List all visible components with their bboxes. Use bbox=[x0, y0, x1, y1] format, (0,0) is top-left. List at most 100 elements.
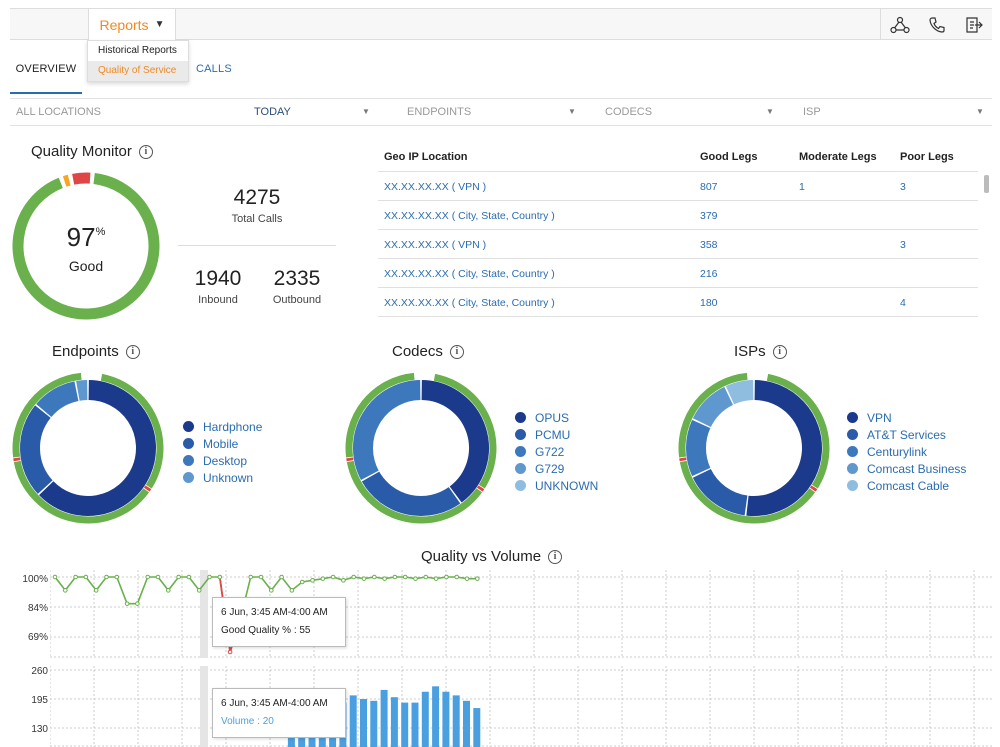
donut-segment bbox=[353, 380, 421, 481]
export-icon[interactable] bbox=[955, 9, 992, 40]
data-point bbox=[423, 574, 429, 580]
endpoints-donut bbox=[12, 372, 164, 524]
donut-segment bbox=[36, 381, 79, 418]
table-row[interactable]: XX.XX.XX.XX ( VPN ) 358 3 bbox=[378, 230, 978, 259]
filter-isp[interactable]: ISP bbox=[803, 106, 821, 118]
legend-item[interactable]: Comcast Cable bbox=[847, 477, 966, 494]
legend-item[interactable]: UNKNOWN bbox=[515, 477, 598, 494]
info-icon[interactable]: i bbox=[125, 344, 140, 359]
legend-item[interactable]: Mobile bbox=[183, 435, 262, 452]
data-point bbox=[63, 588, 68, 593]
chevron-down-icon[interactable]: ▼ bbox=[362, 107, 370, 116]
legend-label: Desktop bbox=[203, 453, 248, 468]
outer-ring-segment bbox=[678, 372, 748, 458]
legend-item[interactable]: OPUS bbox=[515, 409, 598, 426]
data-point bbox=[52, 574, 58, 580]
table-row[interactable]: XX.XX.XX.XX ( City, State, Country ) 180 4 bbox=[378, 288, 978, 317]
table-cell: 379 bbox=[700, 210, 718, 222]
table-row[interactable]: XX.XX.XX.XX ( City, State, Country ) 216 bbox=[378, 259, 978, 288]
data-point bbox=[330, 574, 336, 580]
legend-label: OPUS bbox=[535, 410, 570, 425]
tooltip-value: Volume : 20 bbox=[221, 716, 274, 727]
phone-icon[interactable] bbox=[918, 9, 955, 40]
chevron-down-icon[interactable]: ▼ bbox=[766, 107, 774, 116]
legend-dot-icon bbox=[847, 429, 858, 440]
data-point bbox=[186, 574, 192, 580]
volume-bar bbox=[442, 691, 450, 747]
tooltip-value: Good Quality % : 55 bbox=[221, 625, 311, 636]
tab-calls[interactable]: CALLS bbox=[196, 63, 232, 75]
column-header[interactable]: Geo IP Location bbox=[384, 151, 468, 163]
column-header[interactable]: Good Legs bbox=[700, 151, 758, 163]
menu-item-historical-reports[interactable]: Historical Reports bbox=[98, 45, 177, 56]
codecs-title: Codecs i bbox=[392, 343, 464, 360]
table-cell: 4 bbox=[900, 297, 906, 309]
filter-date[interactable]: TODAY bbox=[254, 106, 291, 118]
good-arc bbox=[12, 173, 160, 320]
filter-codecs[interactable]: CODECS bbox=[605, 106, 653, 118]
reports-label: Reports bbox=[99, 16, 149, 33]
quality-line-chart bbox=[50, 570, 992, 658]
table-cell[interactable]: XX.XX.XX.XX ( City, State, Country ) bbox=[384, 210, 555, 222]
data-point bbox=[73, 574, 78, 580]
outer-ring-segment bbox=[345, 372, 415, 458]
volume-bar bbox=[432, 686, 440, 747]
legend-item[interactable]: Unknown bbox=[183, 469, 262, 486]
legend-item[interactable]: Hardphone bbox=[183, 418, 262, 435]
legend-dot-icon bbox=[183, 472, 194, 483]
legend-dot-icon bbox=[847, 480, 858, 491]
legend-item[interactable]: G729 bbox=[515, 460, 598, 477]
table-row[interactable]: XX.XX.XX.XX ( VPN ) 807 1 3 bbox=[378, 172, 978, 201]
legend-item[interactable]: Centurylink bbox=[847, 443, 966, 460]
table-cell[interactable]: XX.XX.XX.XX ( City, State, Country ) bbox=[384, 297, 555, 309]
column-header[interactable]: Poor Legs bbox=[900, 151, 954, 163]
table-cell[interactable]: XX.XX.XX.XX ( VPN ) bbox=[384, 239, 487, 251]
outer-ring-poor-mark bbox=[143, 485, 152, 492]
network-icon[interactable] bbox=[881, 9, 918, 40]
info-icon[interactable]: i bbox=[772, 344, 787, 359]
y-tick-label: 69% bbox=[27, 632, 48, 643]
info-icon[interactable]: i bbox=[449, 344, 464, 359]
legend-item[interactable]: Desktop bbox=[183, 452, 262, 469]
data-point bbox=[320, 576, 326, 581]
total-calls-label: Total Calls bbox=[231, 213, 283, 225]
tab-overview[interactable]: OVERVIEW bbox=[10, 54, 82, 94]
reports-dropdown: Historical Reports Quality of Service bbox=[87, 40, 189, 82]
table-cell[interactable]: XX.XX.XX.XX ( VPN ) bbox=[384, 181, 487, 193]
legend-dot-icon bbox=[847, 463, 858, 474]
table-cell: 216 bbox=[700, 268, 718, 280]
data-point bbox=[217, 574, 223, 580]
legend-item[interactable]: PCMU bbox=[515, 426, 598, 443]
outer-ring-segment bbox=[12, 372, 82, 458]
endpoints-label: Endpoints bbox=[52, 343, 119, 360]
data-point bbox=[392, 574, 398, 580]
reports-menu-button[interactable]: Reports ▼ bbox=[88, 9, 176, 40]
legend-item[interactable]: Comcast Business bbox=[847, 460, 966, 477]
filter-location[interactable]: ALL LOCATIONS bbox=[16, 106, 101, 118]
data-point bbox=[248, 574, 253, 580]
tooltip-time: 6 Jun, 3:45 AM-4:00 AM bbox=[221, 698, 328, 709]
donut-segment bbox=[692, 386, 734, 428]
legend-dot-icon bbox=[515, 446, 526, 457]
column-header[interactable]: Moderate Legs bbox=[799, 151, 877, 163]
menu-item-quality-of-service[interactable]: Quality of Service bbox=[88, 61, 188, 81]
chevron-down-icon[interactable]: ▼ bbox=[976, 107, 984, 116]
legend-item[interactable]: VPN bbox=[847, 409, 966, 426]
info-icon[interactable]: i bbox=[548, 549, 563, 564]
data-point bbox=[227, 649, 233, 655]
table-scrollbar[interactable] bbox=[984, 175, 989, 193]
table-cell[interactable]: XX.XX.XX.XX ( City, State, Country ) bbox=[384, 268, 555, 280]
legend-item[interactable]: AT&T Services bbox=[847, 426, 966, 443]
chevron-down-icon[interactable]: ▼ bbox=[568, 107, 576, 116]
quality-tooltip: 6 Jun, 3:45 AM-4:00 AM Good Quality % : … bbox=[212, 597, 346, 647]
outbound-value: 2335 bbox=[273, 267, 321, 290]
table-cell: 3 bbox=[900, 181, 906, 193]
data-point bbox=[361, 576, 367, 581]
quality-percent-block: 97% bbox=[10, 222, 162, 253]
legend-item[interactable]: G722 bbox=[515, 443, 598, 460]
table-row[interactable]: XX.XX.XX.XX ( City, State, Country ) 379 bbox=[378, 201, 978, 230]
info-icon[interactable]: i bbox=[138, 144, 153, 159]
filter-endpoints[interactable]: ENDPOINTS bbox=[407, 106, 472, 118]
percent-sign: % bbox=[95, 226, 106, 238]
data-point bbox=[454, 574, 460, 580]
